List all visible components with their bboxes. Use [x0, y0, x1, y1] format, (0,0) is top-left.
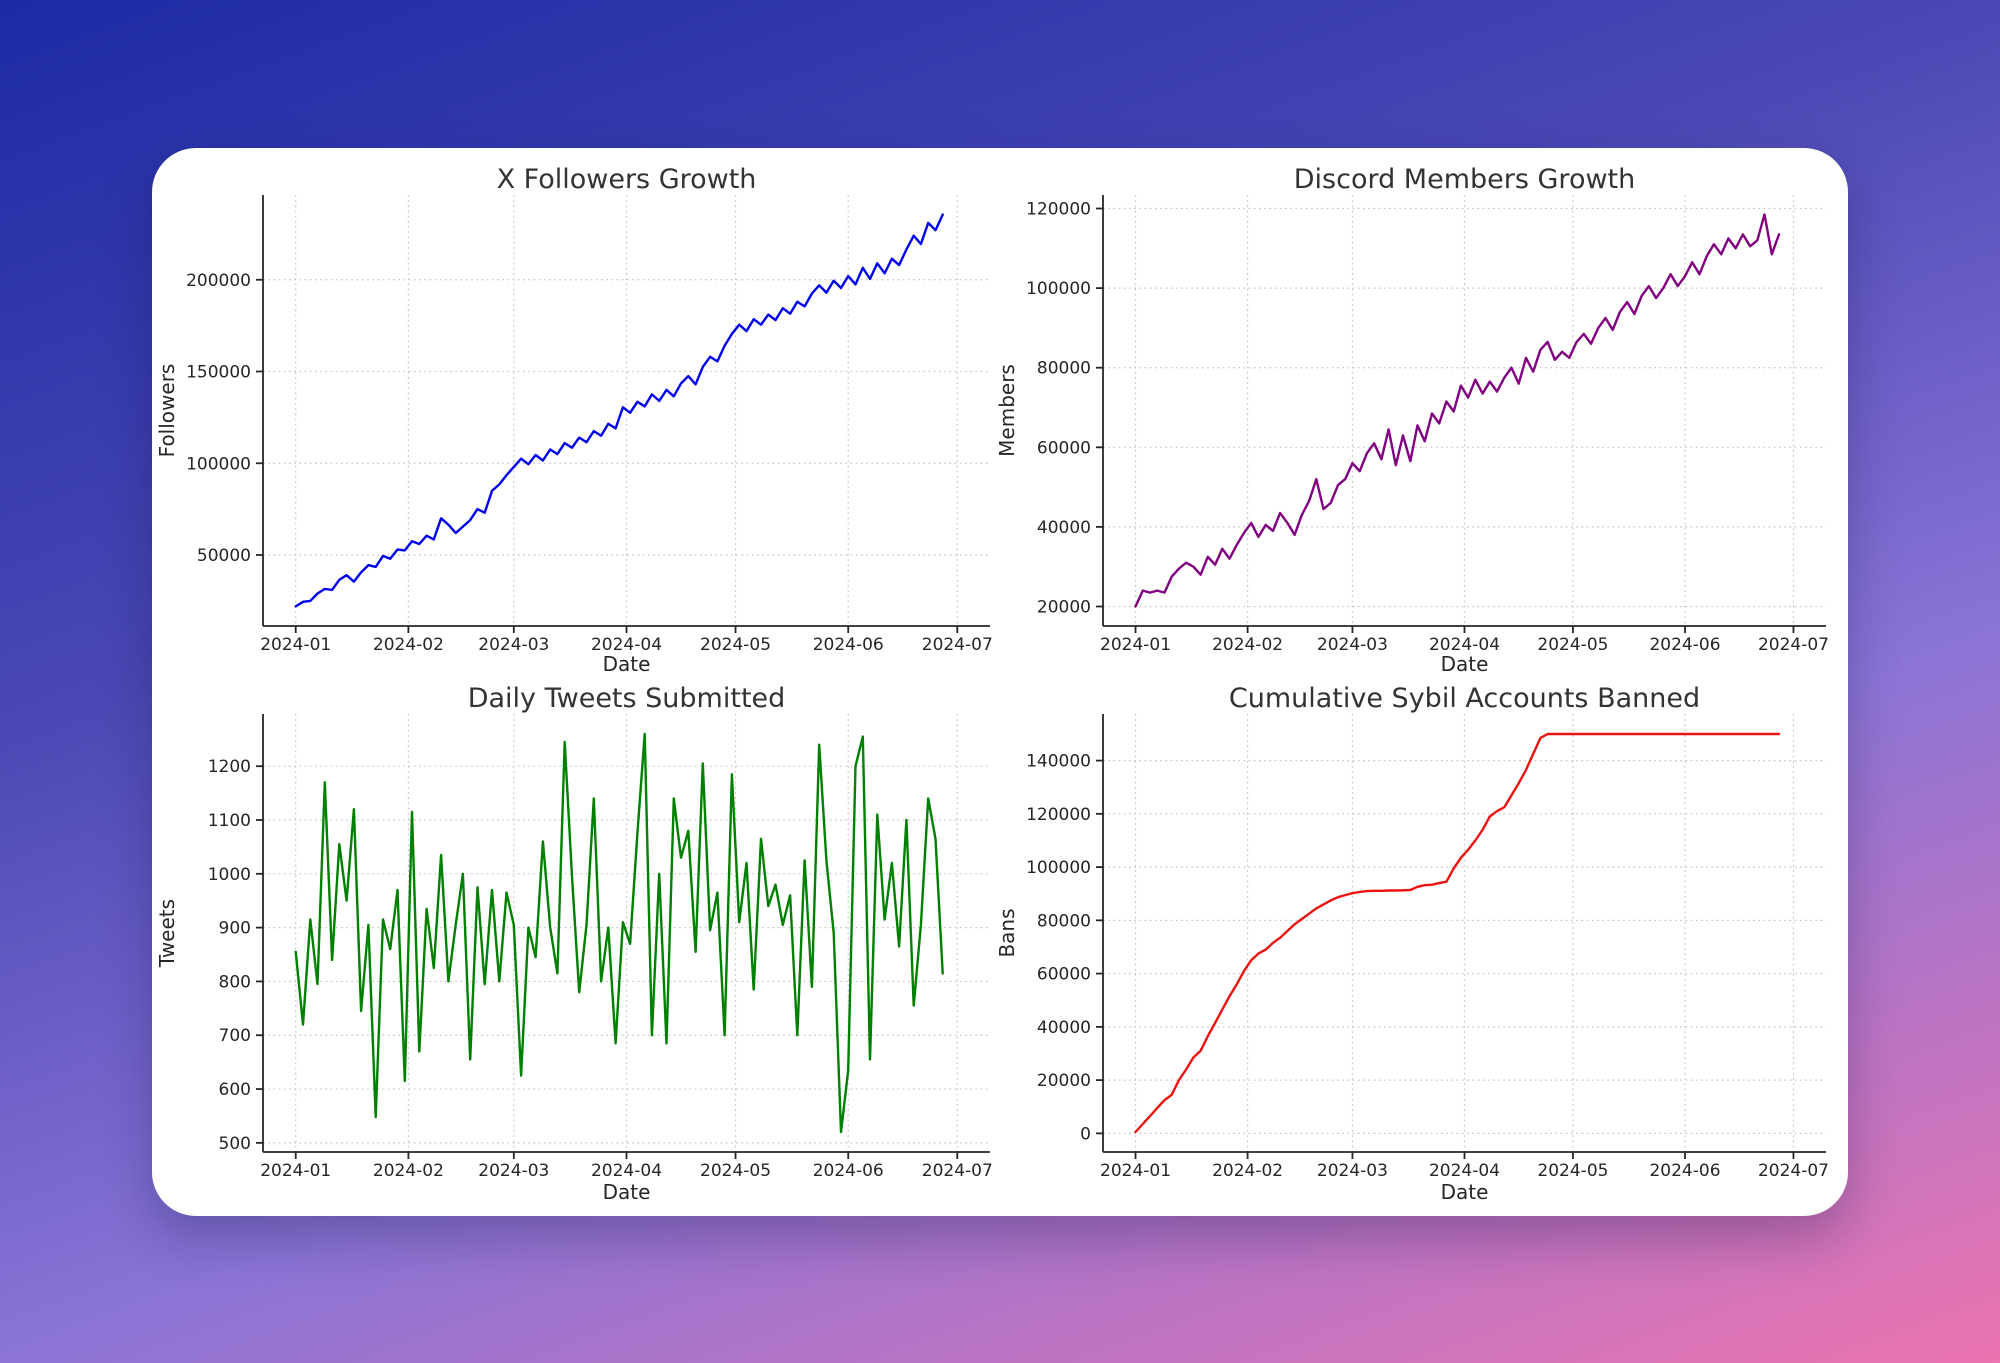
- y-tick-label: 140000: [1026, 752, 1091, 772]
- y-tick-label: 100000: [186, 454, 251, 474]
- x-tick-label: 2024-05: [700, 635, 771, 655]
- y-tick-label: 700: [219, 1026, 251, 1046]
- y-tick-label: 1100: [208, 811, 251, 831]
- y-tick-label: 150000: [186, 363, 251, 383]
- x-tick-label: 2024-07: [922, 1161, 993, 1181]
- y-axis-label: Tweets: [155, 899, 179, 968]
- x-tick-label: 2024-02: [373, 635, 444, 655]
- y-axis-label: Followers: [155, 364, 179, 458]
- cumulative-sybil-accounts-banned-line: [1134, 732, 1781, 1134]
- x-axis-label: Date: [603, 652, 651, 676]
- y-tick-label: 60000: [1037, 438, 1091, 458]
- y-tick-label: 80000: [1037, 911, 1091, 931]
- x-tick-label: 2024-03: [1317, 635, 1388, 655]
- x-tick-label: 2024-04: [1429, 635, 1500, 655]
- y-tick-label: 40000: [1037, 1018, 1091, 1038]
- y-tick-label: 500: [219, 1134, 251, 1154]
- y-tick-label: 0: [1080, 1124, 1091, 1144]
- x-tick-label: 2024-05: [700, 1161, 771, 1181]
- x-axis-label: Date: [1441, 652, 1489, 676]
- x-tick-label: 2024-04: [591, 1161, 662, 1181]
- chart-cumulative-sybil-accounts-banned: 2024-01 2024-02 2024-03 2024-04 2024-05 2024-…: [995, 683, 1829, 1204]
- y-tick-label: 20000: [1037, 1071, 1091, 1091]
- y-tick-label: 600: [219, 1080, 251, 1100]
- x-tick-label: 2024-03: [478, 1161, 549, 1181]
- y-axis-label: Bans: [995, 908, 1019, 957]
- x-tick-label: 2024-07: [922, 635, 993, 655]
- x-tick-label: 2024-03: [478, 635, 549, 655]
- y-tick-label: 120000: [1026, 200, 1091, 220]
- x-tick-label: 2024-01: [260, 1161, 331, 1181]
- y-tick-label: 80000: [1037, 359, 1091, 379]
- x-tick-label: 2024-05: [1537, 1161, 1608, 1181]
- y-tick-label: 120000: [1026, 805, 1091, 825]
- chart-x-followers-growth: 2024-01 2024-02 2024-03 2024-04 2024-05 2024-…: [155, 164, 993, 676]
- y-tick-label: 50000: [197, 546, 251, 566]
- discord-members-growth-line: [1134, 213, 1781, 608]
- y-tick-label: 100000: [1026, 858, 1091, 878]
- x-axis-label: Date: [1441, 1180, 1489, 1204]
- x-tick-label: 2024-01: [1100, 1161, 1171, 1181]
- x-tick-label: 2024-06: [813, 1161, 884, 1181]
- x-tick-label: 2024-06: [813, 635, 884, 655]
- y-tick-label: 800: [219, 972, 251, 992]
- y-tick-label: 900: [219, 919, 251, 939]
- x-axis-label: Date: [603, 1180, 651, 1204]
- x-tick-label: 2024-06: [1649, 1161, 1720, 1181]
- chart-title: X Followers Growth: [497, 164, 757, 195]
- x-tick-label: 2024-07: [1758, 635, 1829, 655]
- y-tick-label: 100000: [1026, 279, 1091, 299]
- x-tick-label: 2024-02: [1212, 635, 1283, 655]
- chart-discord-members-growth: 2024-01 2024-02 2024-03 2024-04 2024-05 2024-…: [995, 164, 1829, 676]
- x-tick-label: 2024-01: [1100, 635, 1171, 655]
- daily-tweets-submitted-line: [294, 732, 944, 1134]
- y-axis-label: Members: [995, 364, 1019, 457]
- chart-title: Discord Members Growth: [1294, 164, 1636, 195]
- y-tick-label: 20000: [1037, 597, 1091, 617]
- x-tick-label: 2024-04: [1429, 1161, 1500, 1181]
- x-tick-label: 2024-05: [1537, 635, 1608, 655]
- x-tick-label: 2024-01: [260, 635, 331, 655]
- charts-card: [152, 148, 1848, 1216]
- x-tick-label: 2024-02: [1212, 1161, 1283, 1181]
- chart-title: Cumulative Sybil Accounts Banned: [1229, 683, 1700, 714]
- y-tick-label: 200000: [186, 271, 251, 291]
- x-tick-label: 2024-02: [373, 1161, 444, 1181]
- chart-daily-tweets-submitted: 2024-01 2024-02 2024-03 2024-04 2024-05 2024-…: [155, 683, 993, 1204]
- x-followers-growth-line: [294, 213, 944, 608]
- x-tick-label: 2024-07: [1758, 1161, 1829, 1181]
- y-tick-label: 1000: [208, 865, 251, 885]
- chart-title: Daily Tweets Submitted: [468, 683, 786, 714]
- x-tick-label: 2024-04: [591, 635, 662, 655]
- y-tick-label: 40000: [1037, 518, 1091, 538]
- x-tick-label: 2024-03: [1317, 1161, 1388, 1181]
- y-tick-label: 60000: [1037, 965, 1091, 985]
- y-tick-label: 1200: [208, 757, 251, 777]
- x-tick-label: 2024-06: [1649, 635, 1720, 655]
